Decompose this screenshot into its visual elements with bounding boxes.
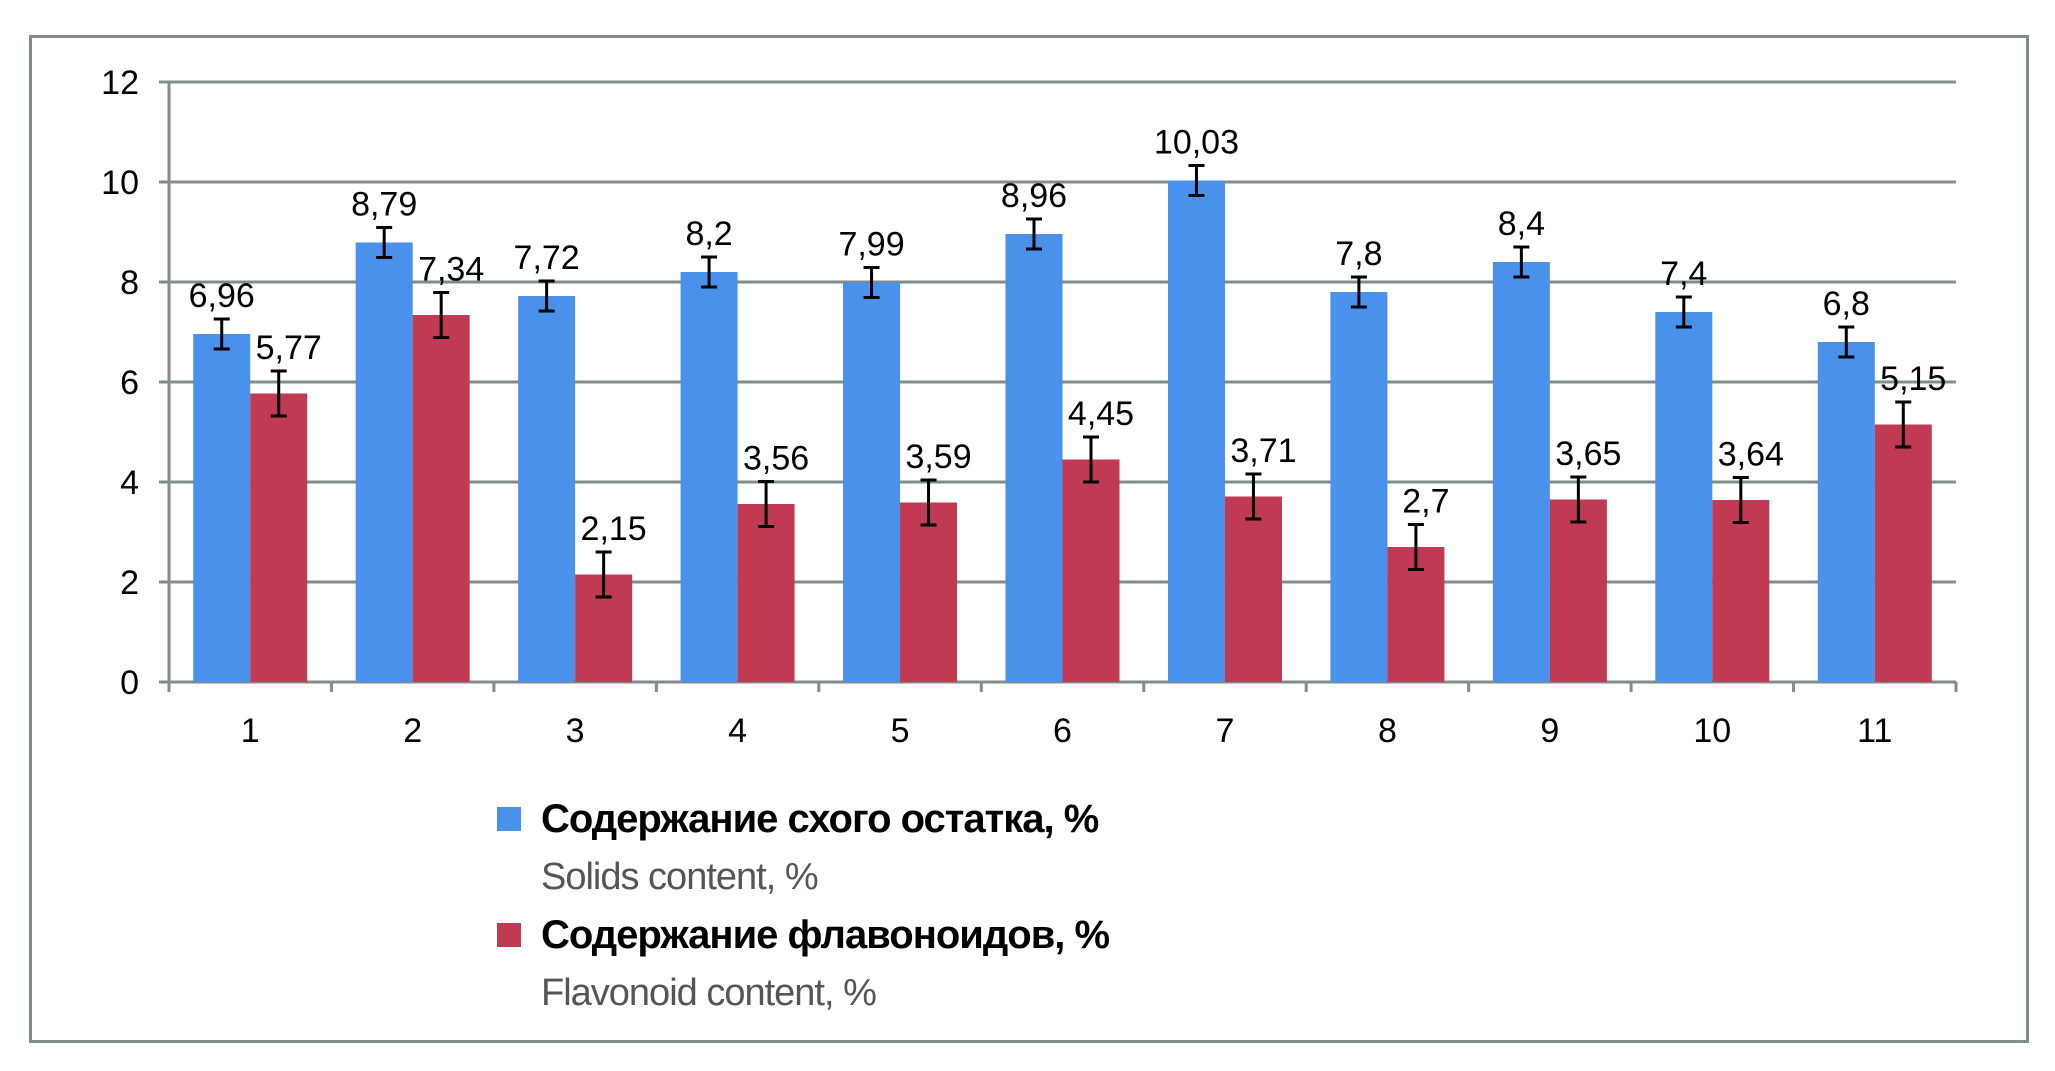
bar-solids [843,282,901,682]
bar-solids [355,242,413,682]
bar-flavonoids [737,504,795,682]
bar-flavonoids [1874,424,1932,682]
legend-label-solids-en: Solids content, % [541,856,819,898]
y-tick-label: 4 [120,464,139,502]
x-tick-label: 1 [241,712,260,750]
x-tick-label: 9 [1540,712,1559,750]
x-tick-label: 8 [1378,712,1397,750]
legend-item-flavonoids: Содержание флавоноидов, % [497,906,1110,964]
bar-flavonoids [412,315,470,682]
bar-flavonoids [1224,496,1282,682]
data-label: 7,99 [838,226,904,264]
bar-solids [1167,180,1225,682]
data-label: 3,65 [1555,435,1621,473]
bar-flavonoids [1549,499,1607,682]
y-tick-label: 0 [120,664,139,702]
x-tick-label: 2 [403,712,422,750]
bar-solids [1330,292,1388,682]
bar-solids [1005,234,1063,682]
bar-solids [680,272,738,682]
bar-solids [1817,342,1875,682]
data-label: 8,2 [685,215,732,253]
data-label: 3,64 [1718,436,1784,474]
x-tick-label: 11 [1857,712,1892,750]
y-tick-label: 8 [120,264,139,302]
bar-flavonoids [1062,459,1120,682]
y-tick-label: 2 [120,564,139,602]
legend-swatch-solids [497,807,521,831]
y-tick-label: 12 [101,64,139,102]
data-label: 7,8 [1335,235,1382,273]
x-tick-label: 6 [1053,712,1072,750]
bar-flavonoids [250,393,308,682]
bar-flavonoids [900,502,958,682]
bar-solids [1492,262,1550,682]
data-label: 2,7 [1402,483,1449,521]
legend-label-solids-ru: Содержание схого остатка, % [541,796,1099,841]
data-label: 2,15 [581,510,647,548]
legend-item-solids: Содержание схого остатка, % [497,790,1109,848]
data-label: 10,03 [1154,124,1239,162]
data-label: 8,96 [1001,177,1067,215]
data-label: 6,96 [189,277,255,315]
x-tick-label: 5 [891,712,910,750]
bar-flavonoids [1712,500,1770,682]
x-tick-label: 7 [1215,712,1234,750]
chart-frame [29,35,2029,1043]
data-label: 3,56 [743,440,809,478]
legend-swatch-flavonoids [497,923,521,947]
data-label: 8,4 [1498,205,1545,243]
x-tick-label: 10 [1693,712,1731,750]
data-label: 8,79 [351,186,417,224]
bar-solids [518,296,576,682]
x-tick-label: 3 [566,712,585,750]
legend: Содержание схого остатка, % Solids conte… [497,790,1110,1022]
bar-solids [1655,312,1713,682]
data-label: 7,72 [514,239,580,277]
legend-label-flavonoids-ru: Содержание флавоноидов, % [541,912,1110,957]
y-tick-label: 10 [101,164,139,202]
data-label: 3,59 [905,438,971,476]
data-label: 6,8 [1823,285,1870,323]
legend-label-flavonoids-en: Flavonoid content, % [541,972,877,1014]
data-label: 5,15 [1880,360,1946,398]
y-tick-label: 6 [120,364,139,402]
x-tick-label: 4 [728,712,747,750]
data-label: 3,71 [1230,432,1296,470]
data-label: 7,34 [418,251,484,289]
data-label: 7,4 [1660,255,1707,293]
data-label: 5,77 [256,329,322,367]
data-label: 4,45 [1068,395,1134,433]
bar-solids [193,334,251,682]
